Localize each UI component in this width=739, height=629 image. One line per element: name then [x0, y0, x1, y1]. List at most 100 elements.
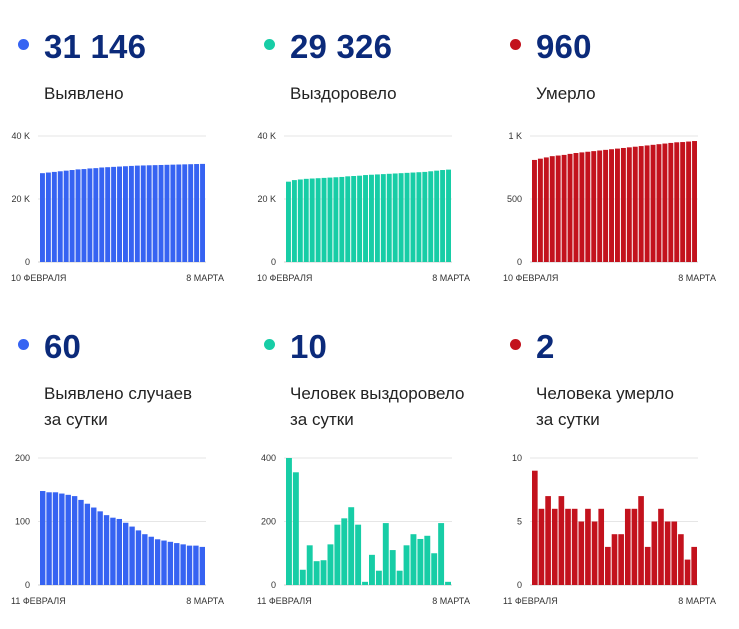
bar	[609, 149, 614, 262]
bar	[362, 581, 368, 585]
bar	[558, 496, 565, 585]
bar	[422, 171, 428, 262]
y-tick-label: 0	[517, 580, 522, 590]
bar	[662, 143, 668, 262]
legend-dot-icon	[264, 39, 275, 50]
bar	[656, 144, 662, 262]
bar	[75, 169, 81, 262]
bar	[369, 174, 374, 262]
x-start-label: 10 ФЕВРАЛЯ	[503, 273, 558, 283]
bar	[135, 530, 142, 585]
bar	[396, 570, 403, 585]
y-tick-label: 0	[271, 257, 276, 267]
bar	[605, 546, 611, 585]
y-tick-label: 40 K	[11, 131, 30, 141]
bar	[532, 470, 538, 585]
y-tick-label: 20 K	[11, 194, 30, 204]
bar	[579, 152, 585, 262]
bar	[543, 157, 549, 262]
bar	[374, 174, 380, 262]
stat-number: 960	[536, 28, 592, 65]
bar	[123, 522, 129, 585]
bar	[341, 518, 348, 585]
bar	[146, 165, 152, 262]
bar	[571, 508, 578, 585]
bar	[292, 472, 299, 585]
bar	[63, 170, 69, 262]
bar	[538, 508, 545, 585]
stat-number: 2	[536, 328, 555, 365]
bar	[167, 541, 174, 585]
bar	[658, 508, 664, 585]
bar	[537, 158, 543, 262]
bar	[620, 147, 626, 262]
y-tick-label: 0	[25, 580, 30, 590]
y-tick-label: 1 K	[508, 131, 522, 141]
bar	[438, 523, 445, 585]
bar	[123, 166, 128, 262]
bar	[194, 164, 200, 262]
bar	[306, 545, 313, 585]
bar	[611, 534, 618, 585]
bar	[424, 535, 431, 585]
bar	[142, 534, 148, 585]
bar	[186, 545, 193, 585]
bar	[180, 544, 186, 585]
bar	[686, 141, 692, 262]
bar	[71, 496, 78, 585]
bar	[128, 165, 134, 262]
bar	[410, 172, 416, 262]
bar	[668, 142, 674, 262]
bar	[286, 181, 291, 262]
bar	[638, 496, 644, 585]
bar	[78, 499, 84, 585]
bar	[428, 171, 434, 262]
stat-panel: 10 Человек выздоровело за сутки 0 200 400 11 Ф…	[246, 300, 492, 614]
y-tick-label: 0	[271, 580, 276, 590]
y-tick-label: 200	[261, 517, 276, 527]
stat-number: 31 146	[44, 28, 147, 65]
stat-label: Человека умерло	[536, 384, 674, 403]
bar	[651, 521, 658, 585]
bar	[286, 458, 292, 585]
bar	[59, 493, 65, 585]
bar	[446, 169, 451, 262]
bar-chart: 0 20 K 40 K 10 ФЕВРАЛЯ 8 МАРТА	[257, 131, 470, 283]
bar	[555, 155, 561, 262]
stat-label: Выявлено случаев	[44, 384, 193, 403]
bar	[603, 149, 609, 262]
bar	[99, 167, 105, 262]
bar	[348, 507, 355, 585]
bar	[585, 508, 591, 585]
bar	[93, 168, 99, 262]
bar	[320, 560, 327, 585]
bar	[674, 142, 680, 262]
x-end-label: 8 МАРТА	[678, 273, 716, 283]
stat-label: за сутки	[536, 410, 600, 429]
stat-panel: 960 Умерло 0 500 1 K 10 ФЕВРАЛЯ 8 МАРТА	[492, 0, 738, 314]
bar	[152, 165, 158, 262]
bar	[105, 167, 111, 262]
x-start-label: 10 ФЕВРАЛЯ	[257, 273, 312, 283]
x-start-label: 11 ФЕВРАЛЯ	[11, 596, 66, 606]
bar	[81, 169, 87, 262]
bar	[303, 178, 309, 262]
y-tick-label: 400	[261, 453, 276, 463]
bar	[291, 180, 297, 262]
bar	[691, 546, 697, 585]
y-tick-label: 10	[512, 453, 522, 463]
bar	[309, 178, 315, 262]
bar	[585, 151, 591, 262]
bar	[684, 559, 691, 585]
bar	[650, 144, 656, 262]
bar	[103, 515, 110, 585]
legend-dot-icon	[264, 339, 275, 350]
bar	[87, 168, 93, 262]
bar	[618, 534, 624, 585]
bar	[110, 517, 116, 585]
bar	[632, 146, 638, 262]
bar	[148, 536, 154, 585]
bar	[680, 142, 686, 262]
stat-panel: 29 326 Выздоровело 0 20 K 40 K 10 ФЕВРАЛЯ 8 МА…	[246, 0, 492, 314]
y-tick-label: 20 K	[257, 194, 276, 204]
